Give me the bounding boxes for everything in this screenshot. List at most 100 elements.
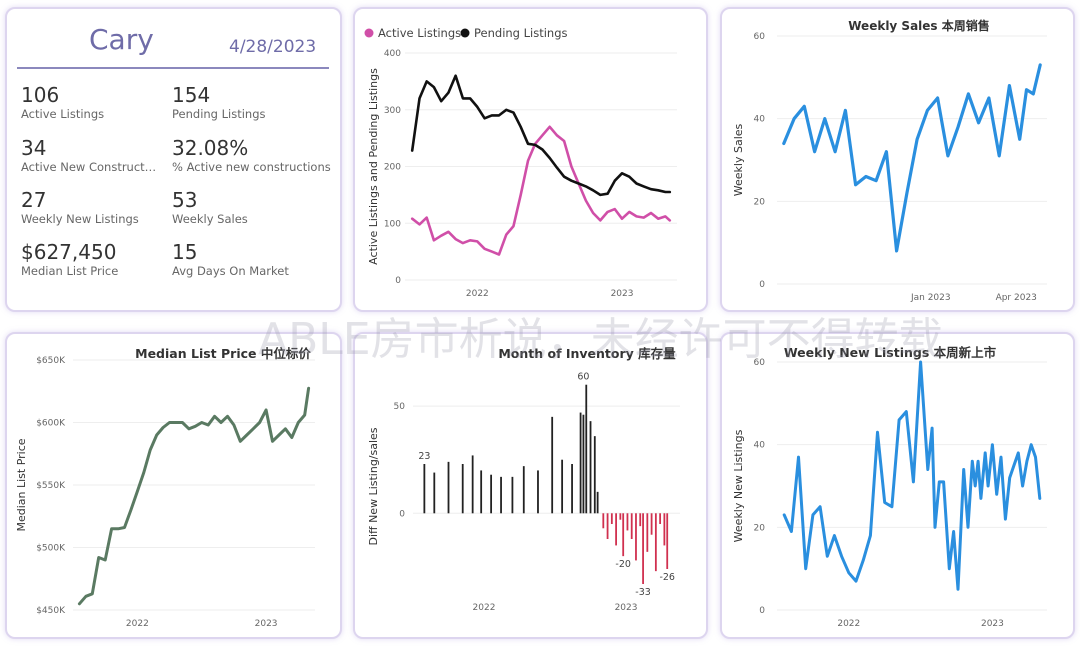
bar bbox=[639, 513, 642, 527]
data-label: -20 bbox=[615, 559, 631, 570]
x-tick-label: 2023 bbox=[255, 619, 278, 629]
chart-title: Weekly Sales 本周销售 bbox=[848, 18, 990, 33]
legend-marker bbox=[364, 28, 374, 38]
bar bbox=[500, 476, 502, 514]
series-line-median-list-price bbox=[77, 386, 311, 606]
kpi-active-listings: 106 Active Listings bbox=[21, 84, 171, 122]
bar bbox=[571, 464, 573, 514]
kpi-weekly-sales: 53 Weekly Sales bbox=[172, 189, 322, 227]
report-date: 4/28/2023 bbox=[229, 37, 317, 57]
kpi-value: 15 bbox=[172, 240, 198, 264]
bar bbox=[663, 513, 666, 546]
bar bbox=[659, 513, 662, 524]
y-axis-label: Median List Price bbox=[15, 438, 28, 531]
data-label: -26 bbox=[659, 572, 675, 583]
median-price-chart-card: $450K $500K $550K $600K $650K 2022 2023 Median … bbox=[5, 332, 342, 639]
bar bbox=[585, 384, 588, 514]
kpi-value: 34 bbox=[21, 136, 47, 160]
y-tick-label: 0 bbox=[399, 509, 405, 519]
y-tick-label: 0 bbox=[395, 276, 401, 286]
kpi-median-list-price: $627,450 Median List Price bbox=[21, 241, 171, 279]
bar bbox=[589, 421, 592, 514]
bar bbox=[471, 455, 474, 514]
y-axis-label: Weekly New Listings bbox=[732, 429, 745, 542]
y-tick-label: 40 bbox=[754, 441, 766, 451]
chart-title: Median List Price 中位标价 bbox=[135, 346, 311, 361]
data-label: 23 bbox=[418, 451, 430, 462]
kpi-label: Avg Days On Market bbox=[172, 264, 289, 278]
bar bbox=[619, 513, 622, 520]
bar bbox=[480, 470, 483, 514]
y-tick-label: 60 bbox=[754, 358, 766, 368]
y-tick-label: 400 bbox=[384, 49, 401, 59]
weekly-new-listings-chart-card: 0 20 40 60 2022 2023 Weekly New Listings Weekly… bbox=[720, 332, 1075, 639]
bar bbox=[522, 466, 525, 514]
bar bbox=[650, 513, 653, 535]
bar bbox=[423, 464, 426, 514]
inventory-chart: 0 50 2022 2023 Diff New Listing/sales Month o… bbox=[367, 346, 680, 613]
y-tick-label: 40 bbox=[754, 115, 766, 125]
y-tick-label: 20 bbox=[754, 523, 766, 533]
kpi-value: 27 bbox=[21, 188, 47, 212]
bar bbox=[551, 416, 554, 514]
y-tick-label: 20 bbox=[754, 197, 766, 207]
summary-card: Cary 4/28/2023 106 Active Listings 154 P… bbox=[5, 7, 342, 312]
x-tick-label: Apr 2023 bbox=[996, 293, 1037, 303]
y-tick-label: 0 bbox=[759, 606, 765, 616]
kpi-label: % Active new constructions bbox=[172, 160, 331, 174]
series-line-active-listings bbox=[410, 125, 672, 256]
bar bbox=[579, 412, 582, 514]
x-tick-label: 2022 bbox=[466, 289, 489, 299]
bar bbox=[602, 513, 605, 529]
data-label: 60 bbox=[577, 372, 589, 383]
y-axis-label: Weekly Sales bbox=[732, 123, 745, 196]
x-tick-label: 2023 bbox=[615, 603, 638, 613]
bar bbox=[593, 436, 596, 514]
kpi-weekly-new-listings: 27 Weekly New Listings bbox=[21, 189, 171, 227]
legend-marker bbox=[460, 28, 470, 38]
bar bbox=[654, 513, 657, 572]
kpi-label: Median List Price bbox=[21, 264, 119, 278]
bar bbox=[626, 513, 629, 531]
bar bbox=[461, 464, 464, 514]
legend-label: Active Listings bbox=[378, 26, 461, 40]
series-line-weekly-new-listings bbox=[782, 360, 1042, 591]
kpi-label: Pending Listings bbox=[172, 107, 266, 121]
y-tick-label: 0 bbox=[759, 280, 765, 290]
y-tick-label: $600K bbox=[36, 419, 66, 429]
kpi-pct-active-new-construction: 32.08% % Active new constructions bbox=[172, 137, 337, 175]
kpi-value: 53 bbox=[172, 188, 198, 212]
kpi-value: 106 bbox=[21, 83, 60, 107]
x-tick-label: 2023 bbox=[611, 289, 634, 299]
y-tick-label: 50 bbox=[394, 402, 406, 412]
bar bbox=[561, 459, 564, 514]
kpi-label: Active New Constructi... bbox=[21, 160, 157, 174]
data-label: -33 bbox=[635, 587, 651, 598]
x-tick-label: 2022 bbox=[126, 619, 149, 629]
bar bbox=[630, 513, 633, 539]
series-line-pending-listings bbox=[410, 74, 672, 197]
legend-label: Pending Listings bbox=[474, 26, 568, 40]
bar bbox=[537, 470, 539, 514]
y-tick-label: 300 bbox=[384, 106, 401, 116]
chart-title: Weekly New Listings 本周新上市 bbox=[784, 345, 997, 360]
weekly-new-listings-chart: 0 20 40 60 2022 2023 Weekly New Listings Weekly… bbox=[732, 345, 1047, 629]
y-tick-label: 100 bbox=[384, 219, 401, 229]
kpi-value: 32.08% bbox=[172, 136, 249, 160]
kpi-label: Weekly Sales bbox=[172, 212, 248, 226]
x-tick-label: 2022 bbox=[837, 619, 860, 629]
series-line-weekly-sales bbox=[782, 63, 1042, 253]
kpi-active-new-construction: 34 Active New Constructi... bbox=[21, 137, 157, 175]
kpi-pending-listings: 154 Pending Listings bbox=[172, 84, 322, 122]
kpi-avg-days-on-market: 15 Avg Days On Market bbox=[172, 241, 322, 279]
x-tick-label: 2023 bbox=[981, 619, 1004, 629]
y-axis-label: Active Listings and Pending Listings bbox=[367, 68, 380, 265]
y-tick-label: $550K bbox=[36, 481, 66, 491]
kpi-label: Active Listings bbox=[21, 107, 105, 121]
active-pending-chart: 0 100 200 300 400 2022 2023 Active Listings and… bbox=[364, 26, 677, 299]
bar bbox=[447, 461, 450, 514]
bar bbox=[622, 513, 625, 557]
bar bbox=[433, 472, 436, 514]
bar bbox=[511, 476, 514, 514]
y-tick-label: $500K bbox=[36, 544, 66, 554]
